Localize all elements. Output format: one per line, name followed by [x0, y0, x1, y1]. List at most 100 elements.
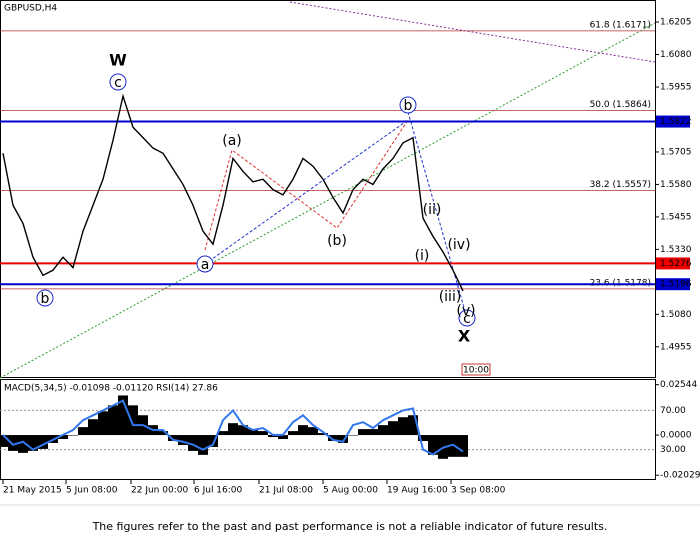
price-box-label: 1.5822	[660, 117, 692, 127]
disclaimer: The figures refer to the past and past p…	[92, 520, 608, 533]
macd-bar	[68, 435, 78, 436]
macd-bar	[348, 435, 358, 436]
chart-title: GBPUSD,H4	[4, 4, 57, 14]
macd-bar	[338, 435, 348, 443]
macd-bar	[248, 429, 258, 436]
wave-label: b	[41, 291, 50, 307]
macd-bar	[218, 431, 228, 436]
wave-label: b	[404, 98, 413, 114]
macd-bar	[318, 433, 328, 436]
macd-bar	[458, 435, 468, 457]
macd-tick-label: -0.02029	[660, 471, 700, 481]
macd-bar	[398, 417, 408, 436]
macd-bar	[278, 435, 288, 440]
trend-line	[0, 22, 656, 379]
y-tick-label: 1.5955	[660, 83, 692, 93]
macd-bar	[418, 435, 428, 441]
y-tick-label: 1.5330	[660, 245, 692, 255]
indicator-title: MACD(5,34,5) -0.01098 -0.01120 RSI(14) 2…	[4, 384, 218, 394]
price-box	[656, 115, 690, 128]
wave-label: (v)	[456, 303, 475, 319]
macd-bar	[358, 429, 368, 436]
macd-bar	[258, 431, 268, 436]
x-tick-label: 5 Aug 00:00	[323, 486, 378, 496]
macd-bar	[198, 435, 208, 455]
wave-circle	[196, 255, 214, 273]
wave-label: (b)	[327, 233, 347, 249]
macd-bar	[428, 435, 438, 455]
price-box	[656, 278, 690, 291]
indicator-frame	[0, 379, 656, 480]
macd-bar	[108, 405, 118, 436]
wave-label: (ii)	[423, 202, 442, 218]
wave-circle	[399, 96, 417, 114]
x-tick-label: 3 Sep 08:00	[451, 486, 506, 496]
macd-bar	[98, 411, 108, 436]
macd-bar	[168, 435, 178, 441]
x-tick-label: 21 May 2015	[3, 486, 62, 496]
macd-bar	[238, 425, 248, 436]
macd-bar	[378, 425, 388, 436]
macd-bar	[448, 435, 458, 457]
macd-bar	[408, 415, 418, 436]
wave-line	[407, 111, 468, 319]
x-tick-label: 21 Jul 08:00	[259, 486, 313, 496]
price-box	[656, 257, 690, 270]
macd-bar	[118, 395, 128, 436]
wave-circle	[36, 289, 54, 307]
macd-bar	[308, 427, 318, 436]
main-frame	[0, 0, 656, 378]
macd-bar	[208, 435, 218, 447]
x-tick-label: 5 Jun 08:00	[66, 486, 118, 496]
y-tick-label: 1.5080	[660, 310, 692, 320]
macd-bar	[158, 431, 168, 436]
wave-line	[204, 119, 409, 265]
macd-tick-label: 0.02544	[660, 380, 697, 390]
macd-bar	[28, 435, 38, 451]
price-box-label: 1.5196	[660, 280, 692, 290]
y-tick-label: 1.5705	[660, 147, 692, 157]
wave-circle	[458, 309, 476, 327]
fib-label: 50.0 (1.5864)	[590, 100, 651, 110]
trend-line	[289, 1, 656, 63]
wave-label: (iii)	[439, 289, 462, 305]
macd-bar	[8, 435, 18, 451]
wave-label: a	[201, 257, 210, 273]
time-marker: 10:00	[463, 366, 489, 376]
rsi-tick-label: 30.00	[660, 445, 686, 455]
y-tick-label: 1.6080	[660, 50, 692, 60]
x-tick-label: 6 Jul 16:00	[194, 486, 243, 496]
wave-label: (a)	[222, 133, 242, 149]
y-tick-label: 1.4955	[660, 342, 692, 352]
macd-bar	[178, 435, 188, 445]
macd-bar	[128, 405, 138, 436]
macd-bar	[0, 435, 8, 447]
macd-bar	[188, 435, 198, 451]
macd-bar	[298, 425, 308, 436]
macd-tick-label: 0.0000	[660, 431, 692, 441]
macd-bar	[78, 427, 88, 436]
macd-bar	[388, 421, 398, 436]
macd-bar	[288, 431, 298, 436]
wave-label: c	[463, 311, 471, 327]
wave-label: c	[114, 75, 122, 91]
wave-circle	[109, 73, 127, 91]
x-tick-label: 22 Jun 00:00	[131, 486, 188, 496]
macd-bar	[88, 419, 98, 436]
macd-bar	[58, 435, 68, 440]
wave-label: X	[458, 327, 471, 346]
macd-bar	[228, 423, 238, 436]
macd-bar	[18, 435, 28, 453]
y-tick-label: 1.5455	[660, 212, 692, 222]
y-tick-label: 1.6205	[660, 18, 692, 28]
time-marker-box	[461, 363, 491, 376]
fib-label: 38.2 (1.5557)	[590, 180, 651, 190]
wave-line	[204, 119, 409, 251]
rsi-tick-label: 70.00	[660, 406, 686, 416]
wave-label: (i)	[415, 248, 430, 264]
rsi-line	[2, 399, 464, 456]
x-tick-label: 19 Aug 16:00	[387, 486, 448, 496]
wave-label: (iv)	[447, 237, 470, 253]
